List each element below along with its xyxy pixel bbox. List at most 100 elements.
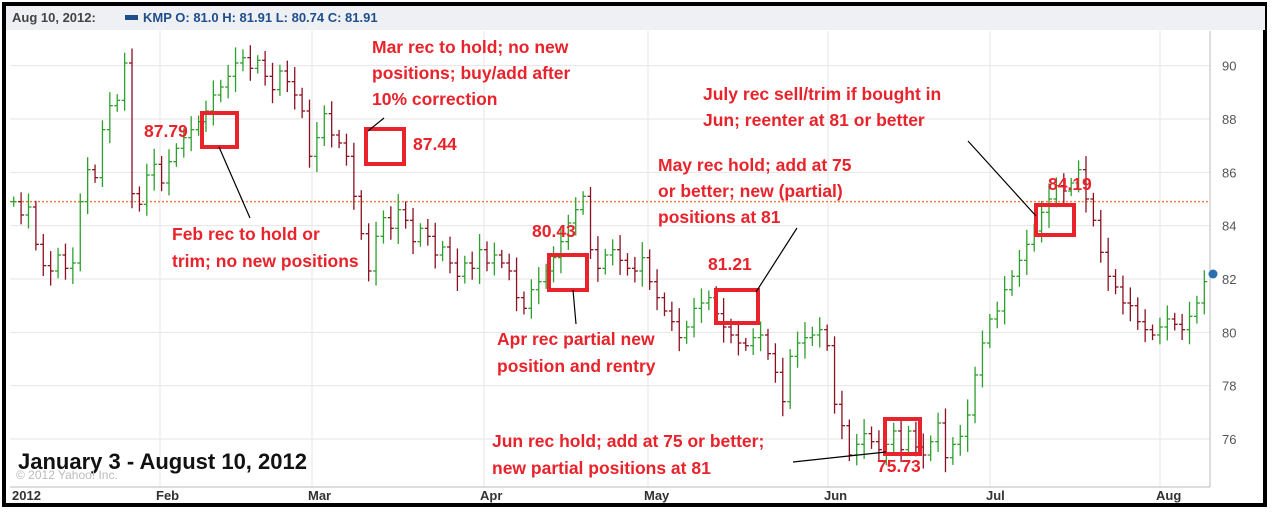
ohlc-bar <box>772 343 779 383</box>
label-80-43: 80.43 <box>532 221 576 241</box>
ohlc-bar <box>239 49 246 72</box>
label-75-73: 75.73 <box>877 456 921 476</box>
ohlc-bar <box>602 248 609 275</box>
highlight-box-mar <box>364 127 406 166</box>
leader-line-jun <box>792 451 887 463</box>
ohlc-bar <box>47 251 54 286</box>
y-axis-ticks: 76 78 80 82 84 86 88 90 <box>1222 59 1236 447</box>
grid <box>10 31 1211 488</box>
ohlc-bar <box>461 255 468 284</box>
ohlc-bar <box>794 331 801 368</box>
ohlc-bar <box>62 243 69 280</box>
highlight-box-jun <box>883 417 922 456</box>
x-tick-label: May <box>644 488 670 503</box>
ohlc-bar <box>232 47 239 92</box>
ohlc-bar <box>587 187 594 259</box>
y-tick-label: 82 <box>1222 272 1236 287</box>
ohlc-bar <box>631 256 638 283</box>
ohlc-bar <box>447 236 454 274</box>
y-tick-label: 86 <box>1222 165 1236 180</box>
x-tick-label: Apr <box>480 488 502 503</box>
ohlc-bar <box>838 390 845 440</box>
ohlc-bar <box>276 64 283 96</box>
ohlc-bar <box>557 226 564 274</box>
highlight-box-feb <box>200 111 239 149</box>
ohlc-bars <box>10 45 1208 473</box>
x-axis-ticks: 2012 Feb Mar Apr May Jun Jul Aug <box>12 488 1181 503</box>
apr-note-line2: position and rentry <box>497 356 656 376</box>
ohlc-bar <box>824 324 831 351</box>
ohlc-bar <box>787 349 794 409</box>
ohlc-bar <box>32 200 39 251</box>
ohlc-bar <box>1186 301 1193 345</box>
ohlc-bar <box>10 196 17 207</box>
ohlc-bar <box>1016 249 1023 287</box>
ohlc-bar <box>491 242 498 276</box>
ohlc-bar <box>299 87 306 119</box>
ohlc-bar <box>994 301 1001 329</box>
ohlc-bar <box>151 148 158 191</box>
ohlc-bar <box>336 129 343 149</box>
jul-note-line1: July rec sell/trim if bought in <box>703 84 941 104</box>
feb-note-line2: trim; no new positions <box>172 251 359 271</box>
ohlc-bar <box>520 291 527 315</box>
ohlc-bar <box>1075 160 1082 193</box>
ohlc-bar <box>217 79 224 103</box>
leader-line-may <box>755 227 798 293</box>
ohlc-bar <box>609 239 616 266</box>
ohlc-bar <box>809 326 816 346</box>
ohlc-bar <box>432 222 439 269</box>
ohlc-bar <box>77 193 84 272</box>
ohlc-bar <box>661 292 668 317</box>
x-tick-label: Mar <box>308 488 331 503</box>
ohlc-bar <box>972 366 979 424</box>
ohlc-bar <box>321 105 328 146</box>
ohlc-bar <box>25 193 32 229</box>
ohlc-bar <box>498 249 505 269</box>
ohlc-bar <box>779 357 786 417</box>
ohlc-bar <box>55 247 62 279</box>
ohlc-bar <box>483 241 490 272</box>
ohlc-bar <box>668 301 675 331</box>
ohlc-bar <box>624 253 631 276</box>
ohlc-bar <box>99 120 106 187</box>
ohlc-bar <box>1179 313 1186 341</box>
ohlc-bar <box>964 399 971 452</box>
ohlc-bar <box>594 236 601 282</box>
may-note-line2: or better; new (partial) <box>658 181 843 201</box>
series-legend-swatch <box>125 15 138 20</box>
ohlc-bar <box>1149 324 1156 341</box>
ohlc-bar <box>40 233 47 277</box>
ohlc-bar <box>136 186 143 212</box>
copyright-watermark: © 2012 Yahoo! Inc. <box>16 468 118 482</box>
ohlc-bar <box>284 60 291 93</box>
ohlc-bar <box>1090 192 1097 227</box>
ohlc-bar <box>173 143 180 167</box>
ohlc-bar <box>247 45 254 81</box>
ohlc-bar <box>424 219 431 246</box>
ohlc-bar <box>439 240 446 262</box>
ohlc-bar <box>890 422 897 453</box>
ohlc-bar <box>720 298 727 343</box>
apr-note-line1: Apr rec partial new <box>497 329 655 349</box>
x-tick-label: 2012 <box>12 488 41 503</box>
ohlc-bar <box>1134 297 1141 330</box>
ohlc-bar <box>861 419 868 459</box>
ohlc-bar <box>905 425 912 455</box>
ohlc-bar <box>343 133 350 166</box>
ohlc-bar <box>935 412 942 453</box>
ohlc-bar <box>395 194 402 244</box>
ohlc-bar <box>328 101 335 148</box>
ohlc-bar <box>735 322 742 356</box>
ohlc-bar <box>476 234 483 284</box>
ohlc-bar <box>365 223 372 282</box>
mar-note-line3: 10% correction <box>372 89 497 109</box>
ohlc-bar <box>129 48 136 209</box>
quote-ohlc-readout: KMP O: 81.0 H: 81.91 L: 80.74 C: 81.91 <box>143 10 378 25</box>
y-tick-label: 84 <box>1222 219 1236 234</box>
ohlc-bar <box>306 99 313 168</box>
feb-note-line1: Feb rec to hold or <box>172 224 320 244</box>
x-tick-label: Aug <box>1156 488 1181 503</box>
ohlc-bar <box>402 201 409 229</box>
highlight-box-jul <box>1034 203 1076 237</box>
